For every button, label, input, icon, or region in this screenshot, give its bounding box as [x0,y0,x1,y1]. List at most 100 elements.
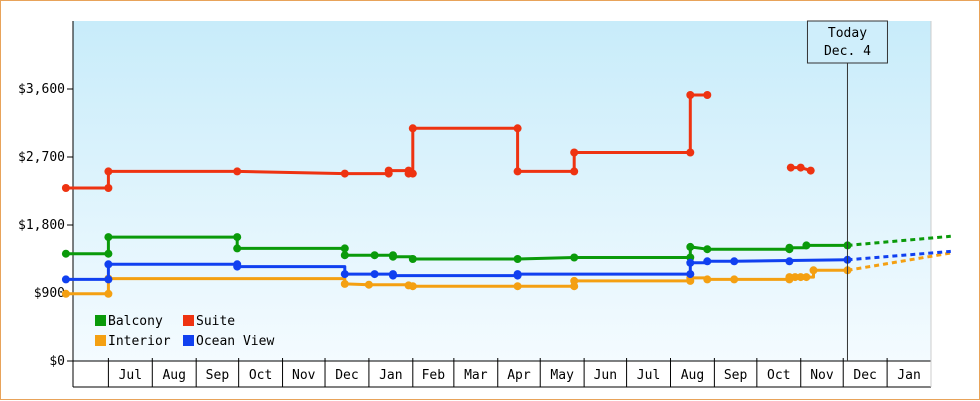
legend-label: Interior [108,334,171,349]
legend-swatch [183,335,194,346]
legend-swatch [95,335,106,346]
today-date-label: Dec. 4 [824,44,871,59]
data-point [389,252,397,261]
data-point [513,270,522,279]
data-point [233,167,242,176]
data-point [802,273,811,282]
month-label: May [550,368,574,383]
data-point [384,166,393,175]
month-label: Oct [767,368,790,383]
data-point [786,163,795,172]
data-point [340,169,349,178]
data-point [686,91,695,99]
month-label: Jun [594,368,617,383]
month-label: Oct [249,368,272,383]
legend-label: Balcony [108,314,163,329]
data-point [233,244,242,253]
data-point [809,266,818,275]
legend-swatch [183,315,194,326]
data-point [389,271,397,280]
data-point [104,167,113,176]
data-point [340,251,349,260]
data-point [806,166,815,175]
data-point [513,124,522,133]
data-point [408,124,417,133]
month-label: Nov [810,368,834,383]
data-point [686,258,695,267]
today-label: Today [828,26,867,41]
month-label: Mar [464,368,488,383]
legend-label: Ocean View [196,334,274,349]
data-point [513,282,522,291]
y-tick-label: $3,600 [18,82,65,97]
axes [72,21,932,388]
month-label: Jul [637,368,660,383]
data-point [61,289,70,298]
data-point [570,253,579,262]
y-tick-label: $1,800 [18,218,65,233]
plot-background [73,21,931,361]
data-point [570,167,579,176]
data-point [802,241,811,250]
data-point [408,255,417,263]
data-point [61,275,70,284]
month-label: Jan [897,368,920,383]
data-point [686,270,695,279]
month-label: Aug [681,368,704,383]
legend-label: Suite [196,314,235,329]
data-point [686,148,695,157]
month-label: Jan [379,368,402,383]
data-point [513,255,522,263]
data-point [730,275,739,284]
today-marker: Today Dec. 4 [806,20,888,361]
series-ocean-view [61,249,951,284]
data-point [796,163,805,172]
data-point [370,270,379,279]
month-label: Nov [292,368,316,383]
data-point [791,273,800,282]
today-box [806,20,888,64]
data-point [408,169,417,178]
data-point [61,184,70,192]
data-point [703,91,712,99]
x-axis-months: Jul Aug Sep Oct Nov Dec Jan Feb Mar Apr May Jun Jul A… [107,358,921,387]
month-label: Dec [853,368,876,383]
data-point [340,244,349,253]
series-suite [61,91,815,192]
series-balcony [61,233,951,263]
data-point [785,243,794,252]
data-point [104,249,113,258]
data-point [104,184,113,192]
month-label: Dec [335,368,358,383]
data-point [61,249,70,258]
data-point [796,273,805,282]
month-label: Jul [119,368,142,383]
series-layer [61,91,952,298]
data-point [370,251,379,260]
data-point [785,257,794,266]
y-tick-label: $0 [49,354,65,369]
data-point [730,257,739,266]
data-point [408,282,417,291]
month-label: Feb [422,368,446,383]
y-tick-label: $900 [34,286,65,301]
month-label: Sep [724,368,748,383]
data-point [570,148,579,157]
data-point [703,245,712,254]
data-point [233,262,242,271]
data-point [703,257,712,266]
legend-swatch [95,315,106,326]
data-point [513,167,522,176]
data-point [340,270,349,279]
month-label: Aug [162,368,185,383]
month-label: Apr [507,368,531,383]
data-point [104,275,113,284]
data-point [104,233,113,242]
y-axis-ticks: $0 $900 $1,800 $2,700 $3,600 [18,82,73,369]
data-point [104,289,113,298]
data-point [570,276,579,285]
data-point [340,279,349,288]
data-point [364,280,373,289]
